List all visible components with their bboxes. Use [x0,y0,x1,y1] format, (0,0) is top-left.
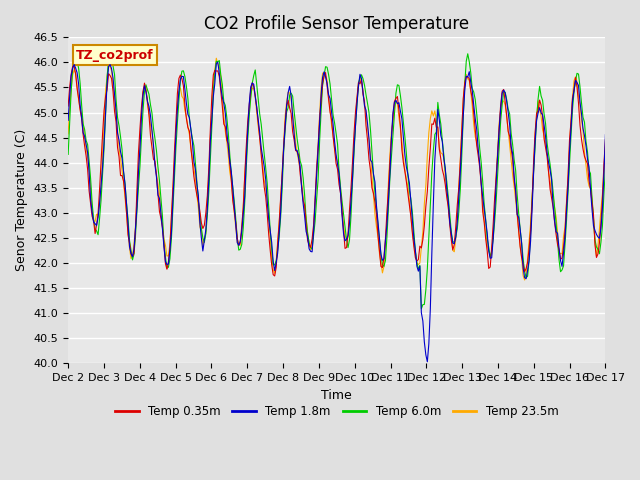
Temp 0.35m [244,119,252,124]
Temp 1.8m [226,158,234,164]
Line: Temp 0.35m: Temp 0.35m [68,66,605,276]
Temp 23.5m [130,241,138,247]
Temp 6.0m [464,51,472,57]
Temp 0.35m [70,63,78,69]
Temp 6.0m [130,251,138,257]
Temp 23.5m [253,110,260,116]
Temp 0.35m [302,223,310,228]
Temp 23.5m [64,131,72,137]
Temp 6.0m [252,67,259,73]
Temp 1.8m [575,83,582,88]
Temp 1.8m [424,359,431,365]
Temp 6.0m [243,165,250,170]
Temp 23.5m [521,277,529,283]
Temp 6.0m [602,165,609,171]
Y-axis label: Senor Temperature (C): Senor Temperature (C) [15,129,28,272]
Line: Temp 23.5m: Temp 23.5m [68,58,605,280]
X-axis label: Time: Time [321,389,352,402]
Temp 23.5m [301,206,308,212]
Temp 1.8m [244,127,252,133]
Temp 0.35m [253,105,260,110]
Temp 0.35m [132,226,140,232]
Temp 0.35m [64,103,72,109]
Temp 23.5m [602,144,609,150]
Temp 23.5m [575,93,582,99]
Line: Temp 6.0m: Temp 6.0m [68,54,605,309]
Legend: Temp 0.35m, Temp 1.8m, Temp 6.0m, Temp 23.5m: Temp 0.35m, Temp 1.8m, Temp 6.0m, Temp 2… [110,400,563,423]
Temp 6.0m [300,175,307,180]
Temp 1.8m [301,213,308,219]
Temp 1.8m [602,132,609,137]
Temp 0.35m [226,161,234,167]
Temp 6.0m [64,152,72,157]
Line: Temp 1.8m: Temp 1.8m [68,62,605,362]
Temp 0.35m [602,136,609,142]
Temp 6.0m [575,71,582,77]
Temp 0.35m [575,100,582,106]
Temp 23.5m [244,128,252,134]
Temp 0.35m [271,273,278,279]
Title: CO2 Profile Sensor Temperature: CO2 Profile Sensor Temperature [204,15,469,33]
Temp 23.5m [226,169,234,175]
Temp 23.5m [212,55,220,61]
Temp 1.8m [130,246,138,252]
Text: TZ_co2prof: TZ_co2prof [76,48,154,61]
Temp 1.8m [253,104,260,110]
Temp 6.0m [417,306,425,312]
Temp 6.0m [225,130,232,136]
Temp 1.8m [214,60,221,65]
Temp 1.8m [64,118,72,123]
